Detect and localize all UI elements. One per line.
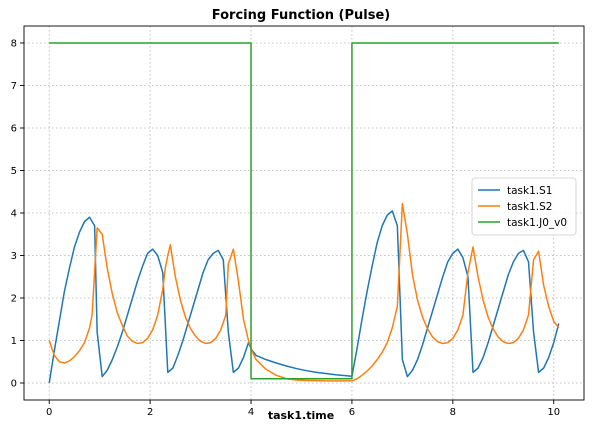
y-tick-label: 4 [11,209,17,220]
legend-label: task1.S2 [507,201,552,213]
y-tick-label: 8 [11,39,17,50]
x-tick-label: 8 [450,407,456,418]
series-line-task1-s1 [48,210,560,384]
y-tick-label: 7 [11,81,17,92]
x-tick-label: 2 [147,407,153,418]
y-tick-label: 5 [11,166,17,177]
chart-title: Forcing Function (Pulse) [212,8,390,23]
x-tick-label: 6 [349,407,355,418]
series-line-task1-j0-v0 [49,42,559,380]
x-axis-label: task1.time [268,409,334,422]
series-lines [48,42,560,384]
legend: task1.S1 task1.S2 task1.J0_v0 [471,177,577,236]
x-tick-label: 10 [547,407,560,418]
y-tick-label: 2 [11,294,17,305]
x-tick-label: 0 [46,407,52,418]
axis-ticks: 0 2 4 6 8 10 0 1 2 3 4 5 6 7 8 [11,39,560,419]
y-tick-label: 0 [11,379,17,390]
y-tick-label: 6 [11,124,17,135]
x-tick-label: 4 [248,407,254,418]
legend-label: task1.S1 [507,185,552,197]
legend-box [471,177,577,236]
y-tick-label: 1 [11,336,17,347]
legend-label: task1.J0_v0 [507,217,567,229]
y-tick-label: 3 [11,251,17,262]
